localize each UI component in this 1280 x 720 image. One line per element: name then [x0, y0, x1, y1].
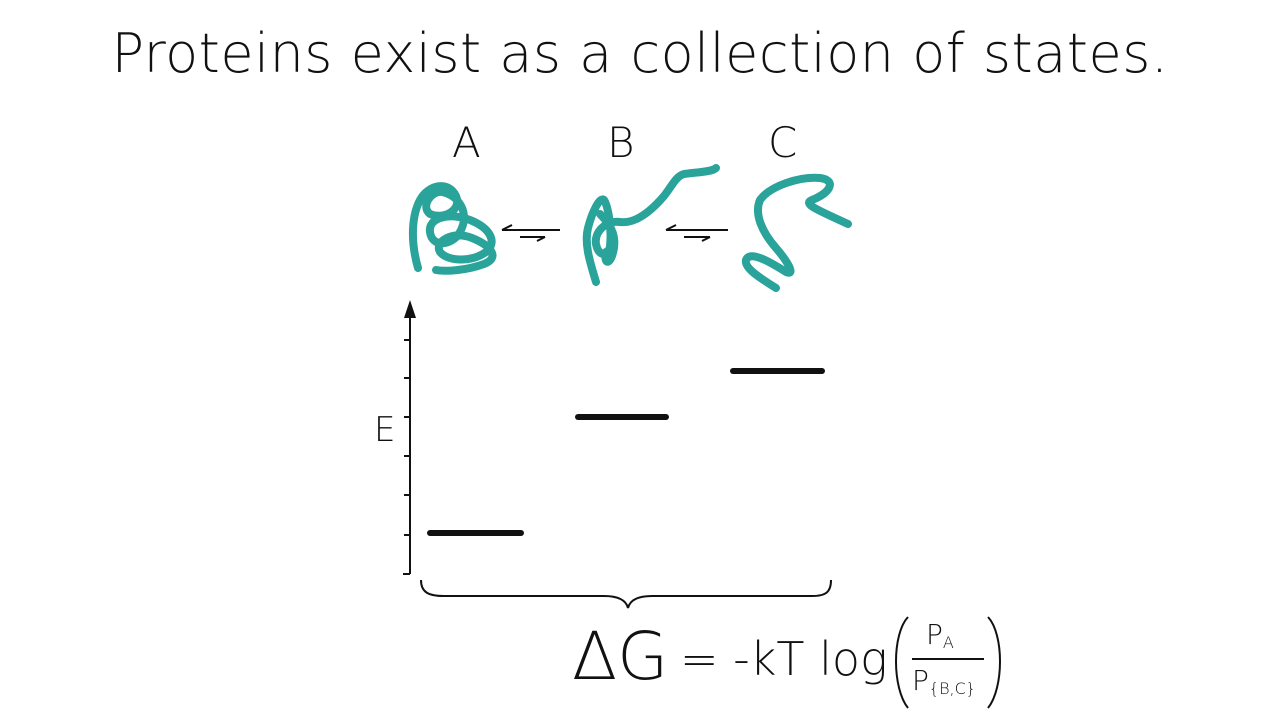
slide-title: Proteins exist as a collection of states… — [111, 22, 1169, 85]
equation-rhs: = -kT log — [680, 632, 888, 686]
energy-axis — [403, 312, 411, 575]
fraction-denominator: P{B,C} — [912, 664, 976, 698]
energy-axis-label: E — [374, 410, 396, 450]
curly-brace-icon — [420, 579, 832, 609]
delta-g-symbol: ΔG — [572, 618, 669, 695]
state-label-a: A — [452, 118, 481, 167]
state-label-b: B — [607, 118, 635, 167]
protein-b-partial-icon — [582, 164, 720, 286]
equilibrium-arrow-ab-icon — [501, 224, 560, 242]
axis-arrowhead-icon — [404, 300, 416, 318]
state-label-c: C — [768, 118, 798, 167]
protein-c-unfolded-icon — [741, 173, 852, 292]
fraction-numerator: PA — [926, 618, 954, 652]
protein-a-folded-icon — [408, 182, 497, 275]
left-paren-icon — [895, 616, 909, 709]
equilibrium-arrow-bc-icon — [665, 224, 728, 242]
right-paren-icon — [987, 616, 1001, 709]
